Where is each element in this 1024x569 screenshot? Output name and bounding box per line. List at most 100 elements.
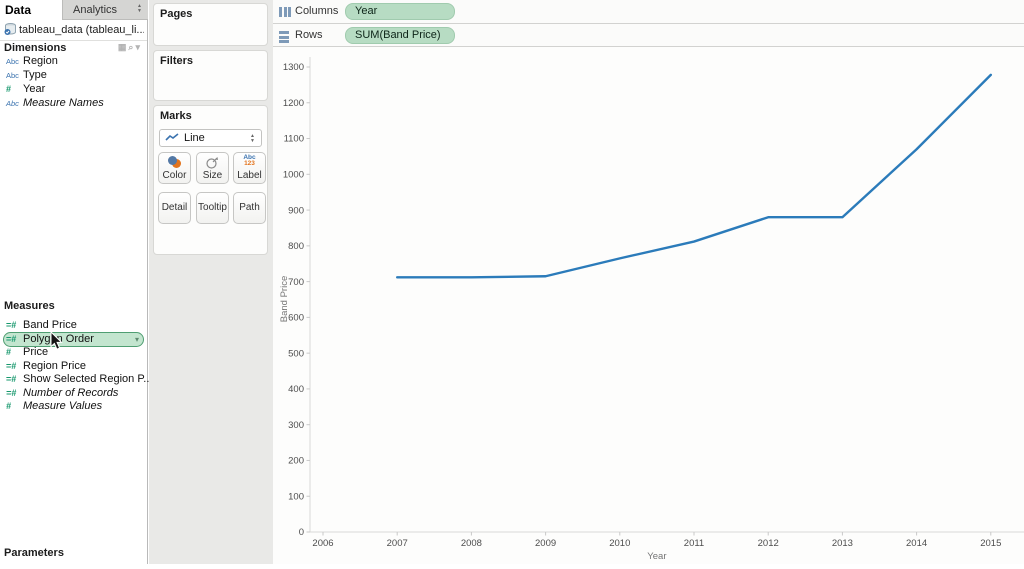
mouse-cursor-icon	[50, 331, 63, 350]
parameters-header: Parameters	[4, 547, 64, 559]
detail-button[interactable]: Detail	[158, 192, 191, 224]
color-button[interactable]: Color	[158, 152, 191, 184]
mark-type-dropdown[interactable]: Line ▲ ▼	[159, 129, 262, 147]
datasource-label: tableau_data (tableau_li...	[19, 24, 144, 36]
color-icon	[167, 156, 183, 169]
line-mark-icon	[165, 133, 179, 141]
field-band-price[interactable]: =# Band Price	[0, 319, 147, 333]
svg-text:1300: 1300	[283, 62, 304, 73]
field-show-selected-region[interactable]: =# Show Selected Region P...	[0, 373, 152, 387]
field-label: Measure Values	[23, 400, 103, 412]
rows-shelf[interactable]: Rows SUM(Band Price)	[273, 24, 1024, 47]
field-label: Type	[23, 69, 47, 81]
svg-text:200: 200	[288, 456, 304, 467]
stepper-icon: ▲ ▼	[250, 133, 255, 144]
svg-text:600: 600	[288, 313, 304, 324]
size-icon	[206, 157, 218, 169]
svg-text:900: 900	[288, 205, 304, 216]
field-price[interactable]: # Price	[0, 346, 147, 360]
calc-number-icon: =#	[6, 320, 17, 330]
field-label: Polygon Order	[23, 332, 94, 345]
field-polygon-order[interactable]: =# Polygon Order ▾	[0, 331, 147, 347]
pages-label: Pages	[160, 8, 193, 20]
marks-label: Marks	[160, 110, 192, 122]
field-label: Region Price	[23, 359, 86, 372]
tab-analytics[interactable]: Analytics ▲ ▼	[62, 0, 148, 20]
field-measure-values[interactable]: # Measure Values	[0, 400, 147, 414]
svg-text:1200: 1200	[283, 98, 304, 109]
divider	[0, 40, 147, 41]
worksheet-area: Columns Year Rows SUM(Band Price) 0 100 20…	[273, 0, 1024, 564]
svg-text:2014: 2014	[906, 538, 927, 549]
calc-number-icon: =#	[6, 360, 17, 371]
field-number-of-records[interactable]: =# Number of Records	[0, 387, 147, 401]
svg-text:2013: 2013	[832, 538, 853, 549]
calc-number-icon: =#	[6, 387, 17, 398]
tooltip-button[interactable]: Tooltip	[196, 192, 229, 224]
field-label: Number of Records	[23, 386, 119, 399]
number-type-icon: #	[6, 401, 12, 411]
tab-data[interactable]: Data	[5, 3, 32, 17]
svg-text:Year: Year	[647, 551, 666, 562]
field-label: Measure Names	[23, 97, 104, 109]
svg-text:400: 400	[288, 384, 304, 395]
field-label: Price	[23, 346, 49, 358]
svg-text:Band Price: Band Price	[279, 276, 290, 322]
svg-text:2008: 2008	[461, 538, 482, 549]
pill-sum-band-price[interactable]: SUM(Band Price)	[345, 27, 455, 44]
svg-text:2007: 2007	[387, 538, 408, 549]
svg-text:500: 500	[288, 348, 304, 359]
chart-pane[interactable]: 0 100 200 300 400 500 600 700 800 900 1000 1100 1200…	[273, 47, 1024, 564]
svg-text:800: 800	[288, 241, 304, 252]
field-label: Show Selected Region P...	[23, 373, 153, 385]
path-button[interactable]: Path	[233, 192, 266, 224]
field-measure-names[interactable]: Abc Measure Names	[0, 96, 147, 110]
field-region[interactable]: Abc Region	[0, 54, 147, 68]
data-pane: Data Analytics ▲ ▼ tableau_data (tableau_…	[0, 0, 152, 564]
line-chart[interactable]: 0 100 200 300 400 500 600 700 800 900 1000 1100 1200…	[273, 47, 1024, 564]
filters-shelf[interactable]: Filters	[153, 50, 268, 101]
svg-text:2010: 2010	[609, 538, 630, 549]
svg-text:2011: 2011	[684, 538, 704, 549]
stepper-icon: ▲ ▼	[137, 3, 142, 14]
field-label: Region	[23, 55, 58, 67]
columns-shelf-label: Columns	[295, 5, 339, 17]
svg-text:0: 0	[299, 527, 304, 538]
field-type[interactable]: Abc Type	[0, 68, 147, 82]
dimensions-header: Dimensions ▦⌕▾	[4, 42, 142, 54]
calc-number-icon: =#	[6, 374, 17, 384]
svg-text:1100: 1100	[284, 134, 304, 145]
svg-text:100: 100	[288, 491, 304, 502]
view-data-grid-icon: ▦	[117, 42, 129, 52]
measures-section: Measures =# Band Price =# Polygon Order ▾ …	[0, 300, 152, 414]
dimensions-list: Abc Region Abc Type # Year Abc Measure Names	[0, 54, 147, 110]
size-button[interactable]: Size	[196, 152, 229, 184]
datasource-item[interactable]: tableau_data (tableau_li...	[4, 23, 144, 38]
text-type-icon: Abc	[6, 99, 19, 108]
marks-card: Marks Line ▲ ▼ Color Size Abc	[153, 105, 268, 255]
database-icon	[4, 23, 16, 35]
caret-down-icon: ▾	[135, 42, 142, 52]
calc-number-icon: =#	[6, 333, 17, 344]
columns-shelf[interactable]: Columns Year	[273, 0, 1024, 24]
field-year[interactable]: # Year	[0, 82, 147, 96]
field-menu-caret-icon[interactable]: ▾	[134, 334, 139, 344]
color-button-label: Color	[162, 170, 187, 181]
field-region-price[interactable]: =# Region Price	[0, 360, 147, 374]
pages-shelf[interactable]: Pages	[153, 3, 268, 46]
columns-icon	[279, 7, 291, 17]
label-button[interactable]: Abc 123 Label	[233, 152, 266, 184]
measures-header: Measures	[4, 300, 55, 312]
search-icon: ⌕	[128, 42, 136, 52]
filters-label: Filters	[160, 55, 194, 67]
dimensions-header-icons[interactable]: ▦⌕▾	[118, 42, 142, 53]
rows-icon	[279, 31, 289, 43]
text-type-icon: Abc	[6, 57, 19, 66]
cards-column: Pages Filters Marks Line ▲ ▼ Color S	[149, 0, 273, 564]
pill-year[interactable]: Year	[345, 3, 455, 20]
pane-tabbar: Data Analytics ▲ ▼	[0, 0, 148, 20]
svg-text:2012: 2012	[758, 538, 779, 549]
field-label: Band Price	[23, 319, 77, 331]
label-icon: Abc 123	[243, 154, 256, 167]
svg-text:2009: 2009	[535, 538, 556, 549]
